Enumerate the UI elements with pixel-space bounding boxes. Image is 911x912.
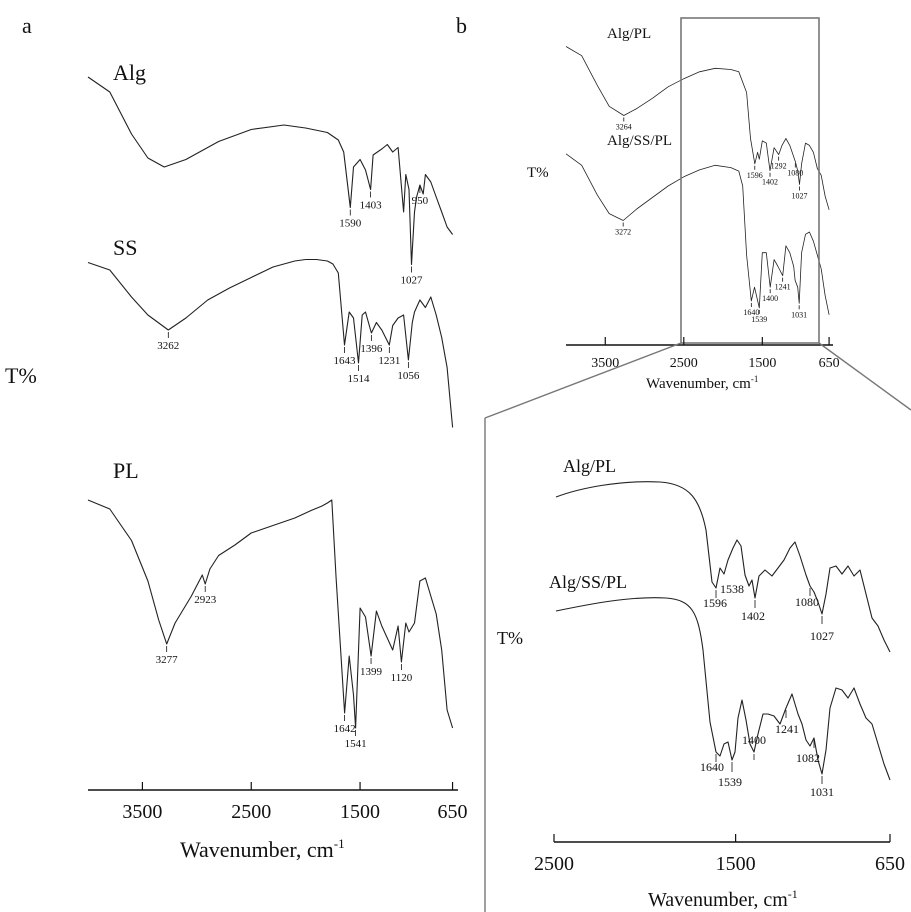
- x-axis-label-zoom: Wavenumber, cm-1: [648, 887, 798, 911]
- traces-a: [87, 76, 454, 729]
- peak-label-1640: 1640: [743, 308, 759, 317]
- peak-label-1643: 1643: [333, 355, 356, 367]
- zoom-connector-right: [818, 342, 911, 411]
- peak-label-1027: 1027: [401, 275, 424, 287]
- zoom-peak-1241: 1241: [775, 722, 799, 736]
- zoom-peak-1031: 1031: [810, 785, 834, 799]
- zoom-peak-1538: 1538: [720, 582, 744, 596]
- zoom-peak-1400: 1400: [742, 733, 766, 747]
- series-line-zoom-alg-pl: [555, 481, 891, 653]
- x-ticks-zoom: 2500 1500 650: [534, 834, 905, 875]
- peak-label-3262: 3262: [157, 340, 179, 352]
- peak-label-1403: 1403: [360, 200, 383, 212]
- x-tick-label-3500: 3500: [122, 801, 162, 823]
- x-tick-label-2500: 2500: [534, 853, 574, 875]
- zoom-peak-1596: 1596: [703, 596, 727, 610]
- zoom-region-box: [680, 17, 820, 344]
- x-tick-label-1500: 1500: [716, 853, 756, 875]
- series-line-alg-pl: [565, 46, 830, 210]
- peak-label-2923: 2923: [194, 594, 217, 606]
- peak-label-1241: 1241: [775, 283, 791, 292]
- panel-b-zoom: Alg/PL Alg/SS/PL T% 1596 1538 1402 1080 …: [497, 456, 905, 911]
- x-tick-label-650: 650: [875, 853, 905, 875]
- peak-label-1596: 1596: [747, 171, 763, 180]
- peak-label-1031: 1031: [791, 310, 807, 319]
- peak-label-1642: 1642: [334, 723, 356, 735]
- series-line-pl: [87, 499, 454, 729]
- peak-label-1402: 1402: [762, 178, 778, 187]
- x-ticks-a: 3500 2500 1500 650: [122, 782, 468, 823]
- peak-label-1541: 1541: [345, 738, 367, 750]
- y-axis-label-a: T%: [5, 363, 37, 388]
- series-label-alg: Alg: [113, 60, 146, 85]
- zoom-peak-1539: 1539: [718, 775, 742, 789]
- traces-b: [565, 46, 830, 315]
- series-line-alg-ss-pl: [565, 153, 830, 315]
- peak-label-1539: 1539: [751, 315, 767, 324]
- x-tick-label-650: 650: [819, 356, 840, 371]
- peak-label-3277: 3277: [156, 654, 179, 666]
- x-ticks-b: 3500 2500 1500 650: [591, 337, 840, 371]
- x-tick-label-3500: 3500: [591, 356, 619, 371]
- peak-label-1027: 1027: [791, 192, 807, 201]
- x-axis-label-a: Wavenumber, cm-1: [180, 836, 345, 862]
- series-line-zoom-alg-ss-pl: [555, 597, 891, 781]
- zoom-connector-left: [484, 342, 682, 419]
- peak-label-1080: 1080: [787, 169, 803, 178]
- zoom-peak-1027: 1027: [810, 629, 834, 643]
- peak-label-1231: 1231: [378, 355, 400, 367]
- peak-label-1396: 1396: [360, 343, 383, 355]
- zoom-peak-1402: 1402: [741, 609, 765, 623]
- peak-label-3264: 3264: [616, 123, 632, 132]
- peak-label-1514: 1514: [348, 373, 371, 385]
- zoom-series-label-alg-ss-pl: Alg/SS/PL: [549, 572, 627, 592]
- panel-a: Alg SS PL T% 1590 1403 1027 950 3262 1643 1514…: [5, 60, 468, 862]
- x-tick-label-650: 650: [438, 801, 468, 823]
- x-tick-label-2500: 2500: [231, 801, 271, 823]
- series-label-ss: SS: [113, 235, 137, 260]
- y-axis-label-zoom: T%: [497, 628, 523, 648]
- peak-label-1400: 1400: [762, 294, 778, 303]
- zoom-peak-1640: 1640: [700, 760, 724, 774]
- peak-label-1292: 1292: [771, 162, 787, 171]
- series-label-alg-pl: Alg/PL: [607, 26, 651, 42]
- series-line-ss: [87, 258, 454, 428]
- x-axis-label-b: Wavenumber, cm-1: [646, 374, 758, 392]
- peak-label-1056: 1056: [397, 370, 420, 382]
- zoom-series-label-alg-pl: Alg/PL: [563, 456, 616, 476]
- zoom-peak-1082: 1082: [796, 751, 820, 765]
- series-label-pl: PL: [113, 458, 139, 483]
- x-tick-label-2500: 2500: [670, 356, 698, 371]
- x-tick-label-1500: 1500: [748, 356, 776, 371]
- y-axis-label-b: T%: [527, 165, 549, 181]
- peak-label-1590: 1590: [339, 218, 362, 230]
- zoom-peak-labels: 1596 1538 1402 1080 1027 1640 1539 1400 …: [700, 582, 834, 799]
- peak-label-1120: 1120: [391, 672, 413, 684]
- zoom-peak-1080: 1080: [795, 595, 819, 609]
- series-label-alg-ss-pl: Alg/SS/PL: [607, 133, 672, 149]
- series-line-alg: [87, 76, 454, 266]
- peak-label-950: 950: [412, 195, 429, 207]
- peak-label-3272: 3272: [615, 228, 631, 237]
- panel-letter-b: b: [456, 13, 467, 38]
- panel-letter-a: a: [22, 13, 32, 38]
- x-tick-label-1500: 1500: [340, 801, 380, 823]
- peak-label-1399: 1399: [360, 666, 383, 678]
